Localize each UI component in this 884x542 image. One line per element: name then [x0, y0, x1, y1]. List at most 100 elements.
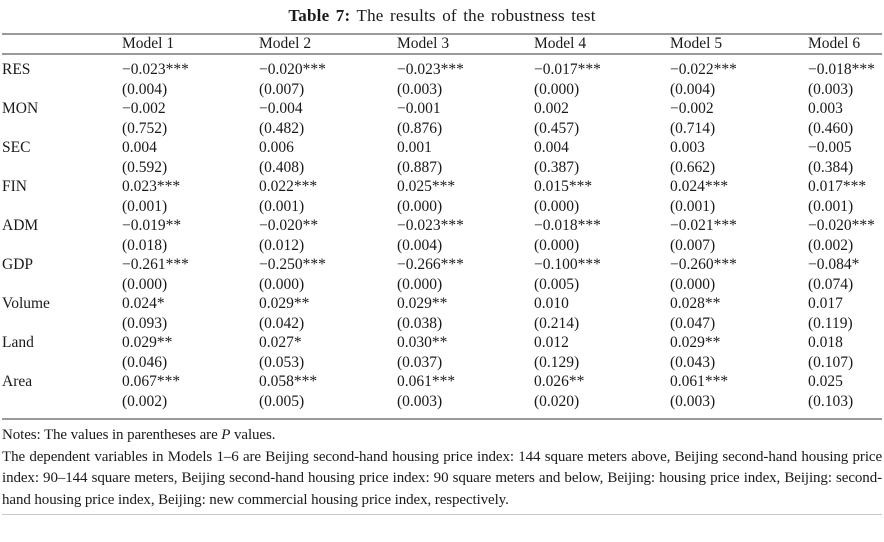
- coefficient-cell: −0.023***: [122, 61, 189, 78]
- table-row-coefficients: GDP −0.261*** −0.250*** −0.266*** −0.100*** −…: [2, 255, 882, 275]
- empty-cell: [2, 158, 122, 178]
- coefficient-cell: 0.029**: [670, 334, 721, 351]
- coefficient-cell: −0.266***: [397, 256, 464, 273]
- header-empty-cell: [2, 33, 122, 55]
- p-value-cell: (0.018): [122, 236, 168, 254]
- coefficient-cell: −0.020**: [259, 217, 319, 234]
- empty-cell: [2, 275, 122, 295]
- p-value-cell: (0.482): [259, 119, 305, 137]
- coefficient-cell: −0.022***: [670, 61, 737, 78]
- p-value-cell: (0.003): [808, 80, 854, 98]
- p-value-cell: (0.103): [808, 392, 854, 410]
- variable-label: Area: [2, 373, 33, 390]
- p-value-cell: (0.038): [397, 314, 443, 332]
- coefficient-cell: 0.010: [534, 295, 569, 312]
- p-value-cell: (0.001): [122, 197, 168, 215]
- variable-label: RES: [2, 61, 31, 78]
- variable-label: GDP: [2, 256, 34, 273]
- coefficient-cell: 0.001: [397, 139, 432, 156]
- p-value-cell: (0.000): [534, 236, 580, 254]
- coefficient-cell: −0.023***: [397, 61, 464, 78]
- coefficient-cell: −0.001: [397, 100, 441, 117]
- coefficient-cell: 0.002: [534, 100, 569, 117]
- notes-paragraph: The dependent variables in Models 1–6 ar…: [2, 448, 882, 508]
- table-number: Table 7:: [288, 6, 351, 25]
- header-model-2: Model 2: [259, 33, 397, 55]
- coefficient-cell: 0.026**: [534, 373, 585, 390]
- p-value-cell: (0.004): [397, 236, 443, 254]
- table-body: RES −0.023*** −0.020*** −0.023*** −0.017*** −…: [2, 54, 882, 418]
- coefficient-cell: 0.004: [534, 139, 569, 156]
- table-row-pvalues: (0.752) (0.482) (0.876) (0.457) (0.714) (0.46…: [2, 119, 882, 139]
- empty-cell: [2, 119, 122, 139]
- p-value-cell: (0.005): [259, 392, 305, 410]
- coefficient-cell: −0.019**: [122, 217, 182, 234]
- p-value-cell: (0.662): [670, 158, 716, 176]
- coefficient-cell: 0.029**: [259, 295, 310, 312]
- table-row-coefficients: MON −0.002 −0.004 −0.001 0.002 −0.002 0.003: [2, 99, 882, 119]
- coefficient-cell: −0.023***: [397, 217, 464, 234]
- coefficient-cell: 0.012: [534, 334, 569, 351]
- empty-cell: [2, 236, 122, 256]
- p-value-cell: (0.119): [808, 314, 853, 332]
- header-row: Model 1 Model 2 Model 3 Model 4 Model 5 …: [2, 33, 882, 55]
- p-value-cell: (0.001): [259, 197, 305, 215]
- p-value-cell: (0.046): [122, 353, 168, 371]
- coefficient-cell: 0.061***: [397, 373, 456, 390]
- p-value-cell: (0.005): [534, 275, 580, 293]
- coefficient-cell: 0.006: [259, 139, 294, 156]
- table-row-coefficients: Land 0.029** 0.027* 0.030** 0.012 0.029** 0.01…: [2, 333, 882, 353]
- coefficient-cell: 0.024***: [670, 178, 729, 195]
- header-model-1: Model 1: [122, 33, 259, 55]
- coefficient-cell: 0.024*: [122, 295, 165, 312]
- p-value-cell: (0.074): [808, 275, 854, 293]
- empty-cell: [2, 80, 122, 100]
- table-row-coefficients: Volume 0.024* 0.029** 0.029** 0.010 0.028** 0.…: [2, 294, 882, 314]
- p-value-cell: (0.000): [259, 275, 305, 293]
- notes-line: Notes: The values in parentheses are P v…: [2, 425, 882, 447]
- table-header: Model 1 Model 2 Model 3 Model 4 Model 5 …: [2, 33, 882, 55]
- notes-suffix: values.: [230, 427, 276, 443]
- coefficient-cell: 0.025***: [397, 178, 456, 195]
- p-value-cell: (0.003): [670, 392, 716, 410]
- coefficient-cell: −0.005: [808, 139, 852, 156]
- coefficient-cell: −0.021***: [670, 217, 737, 234]
- coefficient-cell: 0.028**: [670, 295, 721, 312]
- p-value-cell: (0.592): [122, 158, 168, 176]
- p-value-cell: (0.007): [670, 236, 716, 254]
- coefficient-cell: −0.018***: [534, 217, 601, 234]
- table-row-coefficients: FIN 0.023*** 0.022*** 0.025*** 0.015*** 0.024…: [2, 177, 882, 197]
- coefficient-cell: 0.061***: [670, 373, 729, 390]
- empty-cell: [2, 353, 122, 373]
- table-row-pvalues: (0.004) (0.007) (0.003) (0.000) (0.004) (0.00…: [2, 80, 882, 100]
- coefficient-cell: −0.017***: [534, 61, 601, 78]
- empty-cell: [2, 314, 122, 334]
- table-row-coefficients: SEC 0.004 0.006 0.001 0.004 0.003 −0.005: [2, 138, 882, 158]
- p-value-cell: (0.214): [534, 314, 580, 332]
- empty-cell: [2, 392, 122, 419]
- p-value-cell: (0.002): [808, 236, 854, 254]
- p-value-cell: (0.887): [397, 158, 443, 176]
- coefficient-cell: 0.023***: [122, 178, 181, 195]
- header-model-4: Model 4: [534, 33, 670, 55]
- p-value-cell: (0.000): [534, 80, 580, 98]
- coefficient-cell: −0.261***: [122, 256, 189, 273]
- p-value-cell: (0.387): [534, 158, 580, 176]
- p-value-cell: (0.042): [259, 314, 305, 332]
- coefficient-cell: 0.015***: [534, 178, 593, 195]
- table-title-text: The results of the robustness test: [350, 6, 596, 25]
- coefficient-cell: 0.017: [808, 295, 843, 312]
- coefficient-cell: −0.002: [670, 100, 714, 117]
- results-table: Model 1 Model 2 Model 3 Model 4 Model 5 …: [2, 33, 882, 418]
- p-value-cell: (0.107): [808, 353, 854, 371]
- p-value-cell: (0.000): [397, 275, 443, 293]
- header-model-5: Model 5: [670, 33, 808, 55]
- p-value-cell: (0.004): [670, 80, 716, 98]
- table-row-pvalues: (0.018) (0.012) (0.004) (0.000) (0.007) (0.00…: [2, 236, 882, 256]
- p-value-cell: (0.000): [122, 275, 168, 293]
- coefficient-cell: −0.100***: [534, 256, 601, 273]
- table-row-pvalues: (0.046) (0.053) (0.037) (0.129) (0.043) (0.10…: [2, 353, 882, 373]
- coefficient-cell: −0.084*: [808, 256, 860, 273]
- coefficient-cell: 0.003: [670, 139, 705, 156]
